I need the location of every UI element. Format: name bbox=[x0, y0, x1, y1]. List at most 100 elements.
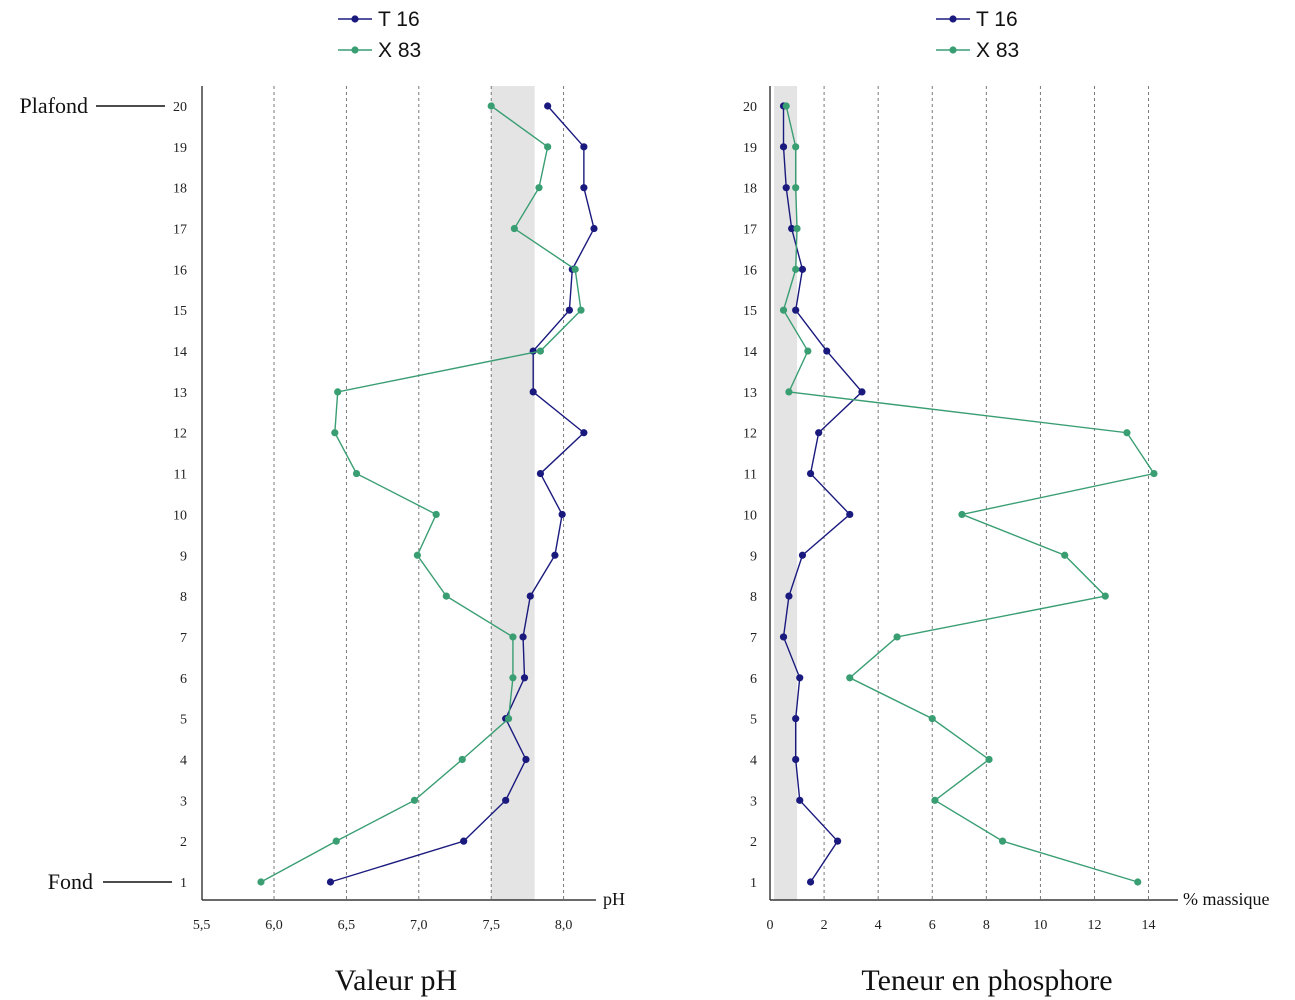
y-tick-label: 9 bbox=[180, 549, 187, 564]
chart-title: Valeur pH bbox=[335, 964, 457, 997]
y-tick-label: 11 bbox=[174, 468, 187, 483]
data-point bbox=[1101, 592, 1109, 600]
data-point bbox=[432, 510, 440, 519]
data-point bbox=[580, 429, 588, 437]
data-point bbox=[331, 429, 339, 437]
y-tick-label: 3 bbox=[750, 794, 757, 809]
data-point bbox=[522, 755, 530, 764]
x-tick-label: 6,5 bbox=[338, 918, 356, 933]
data-point bbox=[785, 592, 793, 600]
data-point bbox=[928, 715, 936, 723]
y-tick-label: 2 bbox=[750, 835, 757, 850]
legend-marker bbox=[351, 15, 359, 23]
x-tick-label: 2 bbox=[821, 918, 828, 933]
y-tick-label: 2 bbox=[180, 835, 187, 850]
data-point bbox=[893, 633, 901, 641]
x-tick-label: 14 bbox=[1142, 918, 1156, 933]
data-point bbox=[985, 755, 993, 764]
y-tick-label: 7 bbox=[750, 631, 757, 646]
y-tick-label: 11 bbox=[744, 468, 757, 483]
legend-marker bbox=[949, 46, 957, 54]
data-point bbox=[1134, 878, 1142, 886]
data-point bbox=[792, 715, 800, 723]
data-point bbox=[413, 551, 421, 559]
data-point bbox=[529, 388, 537, 396]
data-point bbox=[544, 102, 552, 110]
x-tick-label: 8,0 bbox=[555, 918, 573, 933]
data-point bbox=[410, 796, 419, 804]
data-point bbox=[509, 633, 517, 641]
data-point bbox=[458, 755, 466, 764]
data-point bbox=[509, 674, 517, 682]
series-line-t16 bbox=[782, 106, 863, 883]
x-tick-label: 8 bbox=[983, 918, 990, 933]
y-tick-label: 1 bbox=[180, 876, 187, 891]
data-point bbox=[815, 429, 823, 437]
y-tick-label: 10 bbox=[173, 508, 187, 523]
data-point bbox=[510, 224, 518, 233]
legend-label: T 16 bbox=[976, 8, 1018, 31]
data-point bbox=[580, 143, 588, 151]
y-tick-label: 5 bbox=[180, 713, 187, 728]
data-point bbox=[779, 143, 788, 151]
chart-1: 5,5 6,0 6,5 7,0 7,5 8,01234567891011121314151… bbox=[20, 8, 625, 997]
annotation-label: Plafond bbox=[20, 93, 88, 118]
data-point bbox=[798, 265, 807, 273]
y-tick-label: 10 bbox=[743, 508, 757, 523]
data-point bbox=[788, 224, 796, 233]
data-point bbox=[804, 347, 812, 355]
data-point bbox=[520, 674, 529, 682]
y-tick-label: 18 bbox=[173, 182, 187, 197]
y-tick-label: 18 bbox=[743, 182, 757, 197]
data-point bbox=[998, 837, 1007, 845]
data-point bbox=[823, 347, 831, 355]
data-point bbox=[536, 469, 545, 478]
chart-title: Teneur en phosphore bbox=[861, 964, 1112, 997]
data-point bbox=[793, 224, 801, 233]
y-tick-label: 3 bbox=[180, 794, 187, 809]
x-tick-label: 6 bbox=[929, 918, 936, 933]
data-point bbox=[782, 184, 790, 192]
legend-marker bbox=[949, 15, 957, 23]
data-point bbox=[565, 306, 573, 314]
data-point bbox=[504, 715, 513, 723]
y-tick-label: 8 bbox=[180, 590, 187, 605]
data-point bbox=[590, 224, 598, 233]
y-tick-label: 15 bbox=[743, 304, 757, 319]
y-tick-label: 1 bbox=[750, 876, 757, 891]
x-tick-label: 6,0 bbox=[265, 918, 283, 933]
y-tick-label: 16 bbox=[173, 263, 187, 278]
x-tick-label: 7,5 bbox=[482, 918, 500, 933]
data-point bbox=[526, 592, 534, 600]
x-axis-label: % massique bbox=[1183, 889, 1269, 909]
data-point bbox=[798, 551, 807, 559]
x-tick-label: 12 bbox=[1087, 918, 1101, 933]
data-point bbox=[792, 143, 800, 151]
y-tick-label: 14 bbox=[743, 345, 757, 360]
legend-label: X 83 bbox=[976, 39, 1019, 62]
y-tick-label: 14 bbox=[173, 345, 187, 360]
shaded-band bbox=[774, 86, 798, 900]
y-tick-label: 19 bbox=[173, 141, 187, 156]
data-point bbox=[792, 184, 800, 192]
data-point bbox=[858, 388, 866, 396]
y-tick-label: 17 bbox=[743, 223, 757, 238]
x-tick-label: 0 bbox=[767, 918, 774, 933]
y-tick-label: 5 bbox=[750, 713, 757, 728]
data-point bbox=[536, 347, 545, 355]
y-tick-label: 7 bbox=[180, 631, 187, 646]
data-point bbox=[1061, 551, 1069, 559]
data-point bbox=[792, 755, 800, 764]
data-point bbox=[1123, 429, 1131, 437]
data-point bbox=[792, 265, 800, 273]
data-point bbox=[834, 837, 842, 845]
data-point bbox=[257, 878, 265, 886]
y-tick-label: 12 bbox=[743, 427, 757, 442]
legend-marker bbox=[351, 46, 359, 54]
data-point bbox=[846, 510, 854, 519]
x-tick-label: 4 bbox=[875, 918, 882, 933]
series-line-t16 bbox=[330, 105, 595, 883]
data-point bbox=[352, 469, 361, 478]
data-point bbox=[442, 592, 450, 600]
